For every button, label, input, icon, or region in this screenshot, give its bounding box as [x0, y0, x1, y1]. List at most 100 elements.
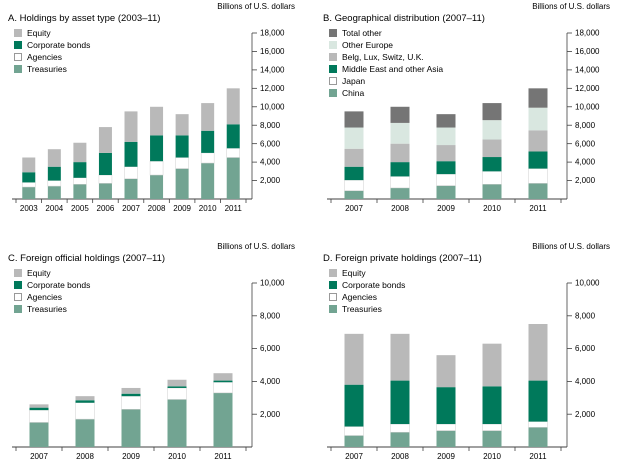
- bar-segment: [344, 127, 364, 149]
- legend-swatch: [329, 77, 337, 85]
- y-axis-tick-label: 14,000: [575, 65, 600, 74]
- bar-segment: [482, 386, 502, 425]
- legend-swatch: [329, 41, 337, 49]
- bar-segment: [149, 160, 164, 176]
- y-axis-tick-label: 8,000: [260, 121, 281, 130]
- bar-segment: [29, 404, 49, 408]
- stacked-bar-plot: 2,000 4,000 6,000 8,000 10,000 12,000 14,000 16…: [12, 29, 285, 213]
- bar-segment: [226, 148, 240, 158]
- bar-segment: [47, 186, 61, 199]
- legend-item: Middle East and other Asia: [329, 64, 443, 74]
- x-axis-tick-label: 2003: [20, 204, 38, 213]
- bar-segment: [390, 423, 410, 433]
- bar-segment: [344, 426, 364, 436]
- bar-segment: [75, 402, 95, 420]
- bar-segment: [390, 333, 410, 381]
- bar-segment: [482, 184, 502, 199]
- bar-segment: [121, 409, 141, 447]
- y-axis-tick-label: 4,000: [575, 158, 596, 167]
- legend-swatch: [329, 89, 337, 97]
- legend-label: Equity: [27, 28, 51, 38]
- y-axis-tick-label: 16,000: [575, 47, 600, 56]
- bar-segment: [344, 166, 364, 181]
- y-axis-tick-label: 6,000: [575, 344, 596, 353]
- y-axis-tick-label: 8,000: [575, 121, 596, 130]
- x-axis-tick-label: 2011: [529, 452, 547, 461]
- bar-segment: [201, 130, 215, 153]
- bar-segment: [436, 387, 456, 425]
- bar-segment: [528, 151, 548, 169]
- x-axis-tick-label: 2006: [97, 204, 115, 213]
- bar-segment: [150, 135, 164, 162]
- legend-item: Total other: [329, 28, 443, 38]
- bar-segment: [213, 380, 233, 383]
- bar-segment: [436, 114, 456, 128]
- bar-segment: [528, 324, 548, 381]
- x-axis-tick-label: 2009: [437, 452, 455, 461]
- bar-segment: [390, 143, 410, 163]
- legend-swatch: [329, 293, 337, 301]
- y-axis-tick-label: 6,000: [260, 344, 281, 353]
- bar-segment: [482, 171, 502, 185]
- bar-segment: [390, 106, 410, 123]
- bar-segment: [436, 173, 456, 186]
- y-axis-tick-label: 6,000: [260, 139, 281, 148]
- legend-label: Treasuries: [342, 304, 382, 314]
- x-axis-tick-label: 2010: [199, 204, 217, 213]
- y-axis-tick-label: 14,000: [260, 65, 285, 74]
- x-axis-tick-label: 2009: [437, 204, 455, 213]
- bar-segment: [390, 187, 410, 199]
- bar-segment: [22, 182, 36, 188]
- bar-segment: [436, 355, 456, 388]
- legend-swatch: [329, 53, 337, 61]
- legend-swatch: [329, 29, 337, 37]
- bar-segment: [167, 399, 187, 447]
- legend-swatch: [14, 53, 22, 61]
- bar-segment: [175, 135, 189, 158]
- y-axis-tick-label: 12,000: [260, 84, 285, 93]
- legend-swatch: [14, 29, 22, 37]
- legend-item: Corporate bonds: [14, 280, 90, 290]
- bar-segment: [528, 183, 548, 199]
- bar-segment: [528, 421, 548, 428]
- bar-segment: [344, 384, 364, 427]
- bar-segment: [47, 149, 61, 167]
- bar-segment: [344, 333, 364, 385]
- legend-item: Equity: [14, 268, 90, 278]
- bar-segment: [528, 168, 548, 184]
- legend-item: Equity: [14, 28, 90, 38]
- legend-item: Belg, Lux, Switz, U.K.: [329, 52, 443, 62]
- bar-segment: [75, 396, 95, 401]
- y-axis-tick-label: 18,000: [575, 29, 600, 38]
- legend-item: Other Europe: [329, 40, 443, 50]
- legend-label: Middle East and other Asia: [342, 64, 444, 74]
- bar-segment: [47, 166, 61, 181]
- y-axis-tick-label: 2,000: [260, 176, 281, 185]
- bar-segment: [482, 103, 502, 121]
- bar-segment: [436, 161, 456, 175]
- bar-segment: [98, 127, 112, 153]
- chart-panel-foreign-private-holdings: 2,000 4,000 6,000 8,000 10,000 2007 2008 2009 20…: [315, 231, 630, 463]
- legend-item: China: [329, 88, 443, 98]
- legend-label: Agencies: [342, 292, 377, 302]
- bar-segment: [201, 103, 215, 131]
- legend-item: Agencies: [329, 292, 405, 302]
- bar-segment: [73, 177, 87, 185]
- bar-segment: [482, 423, 502, 431]
- y-axis-tick-label: 18,000: [260, 29, 285, 38]
- bar-segment: [528, 107, 548, 131]
- y-axis-tick-label: 10,000: [575, 102, 600, 111]
- bar-segment: [167, 387, 187, 400]
- bar-segment: [344, 148, 364, 167]
- chart-legend: Equity Corporate bonds Agencies Treasuries: [329, 268, 405, 314]
- x-axis-tick-label: 2011: [225, 204, 243, 213]
- bar-segment: [344, 435, 364, 447]
- bar-segment: [167, 379, 187, 387]
- x-axis-tick-label: 2009: [173, 204, 191, 213]
- y-axis-tick-label: 8,000: [575, 311, 596, 320]
- stacked-bar-plot: 2,000 4,000 6,000 8,000 10,000 2007 2008 2009 20…: [12, 279, 285, 461]
- bar-segment: [436, 127, 456, 146]
- bar-segment: [29, 422, 49, 447]
- legend-item: Equity: [329, 268, 405, 278]
- bar-segment: [200, 152, 215, 164]
